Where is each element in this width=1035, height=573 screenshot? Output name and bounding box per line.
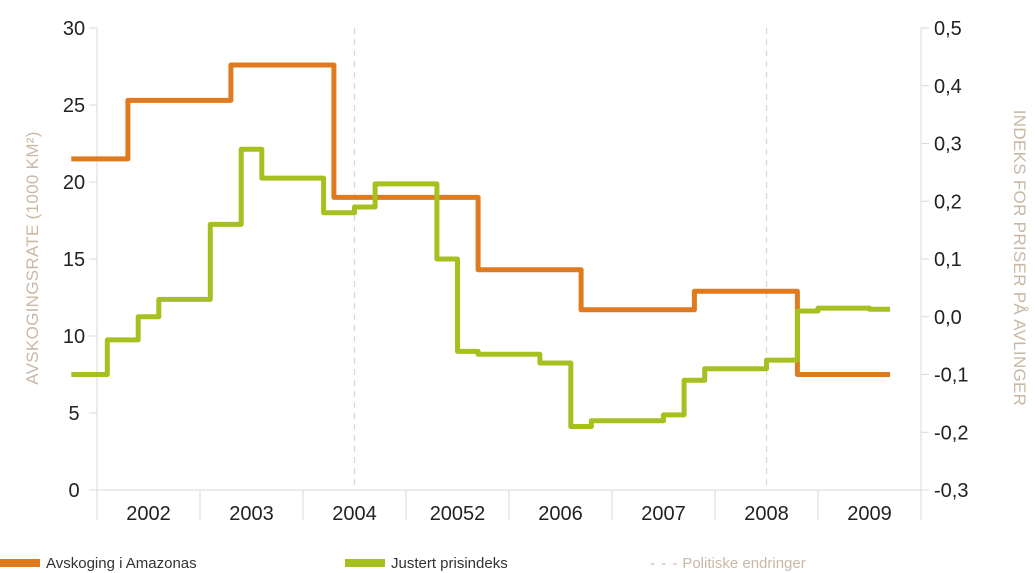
left-tick-label: 20 (63, 172, 85, 194)
x-tick-label: 2003 (229, 503, 274, 525)
left-tick-label: 5 (68, 403, 79, 425)
legend-label-price-index: Justert prisindeks (391, 554, 508, 572)
legend-label-deforestation: Avskoging i Amazonas (46, 554, 197, 572)
line-chart: 0 5 10 15 20 25 30 -0,3 -0,2 -0,1 0,0 0,1 0,2 0,3 0,4 0… (23, 18, 1029, 525)
x-tick-label: 2002 (126, 503, 171, 525)
x-tick-label: 2008 (744, 503, 789, 525)
right-tick-label: 0,0 (934, 307, 962, 329)
grid-layer (89, 27, 929, 491)
left-axis-title: AVSKOGINGSRATE (1000 KM²) (23, 131, 42, 384)
right-tick-label: 0,2 (934, 191, 962, 213)
axes-layer (96, 28, 922, 520)
right-tick-label: -0,1 (934, 365, 968, 387)
right-tick-label: 0,3 (934, 134, 962, 156)
right-tick-label: 0,4 (934, 76, 962, 98)
legend-swatch-price-index (345, 559, 385, 567)
x-tick-label: 2006 (538, 503, 583, 525)
x-tick-label: 2009 (847, 503, 892, 525)
deforestation-series-line (71, 62, 891, 377)
price-index-series-line (71, 146, 891, 429)
legend-item-policy: - - - Politiske endringer (650, 553, 806, 573)
legend-swatch-deforestation (0, 559, 40, 567)
legend-item-price-index: Justert prisindeks (345, 553, 508, 573)
right-tick-label: -0,2 (934, 422, 968, 444)
x-tick-label: 2007 (641, 503, 686, 525)
legend: Avskoging i Amazonas Justert prisindeks … (0, 553, 1035, 573)
left-tick-label: 10 (63, 326, 85, 348)
left-tick-label: 0 (68, 480, 79, 502)
left-tick-label: 30 (63, 18, 85, 40)
left-tick-label: 15 (63, 249, 85, 271)
legend-dash-icon: - - - (650, 554, 679, 572)
series-layer (71, 62, 891, 429)
right-tick-label: 0,1 (934, 249, 962, 271)
legend-label-policy: Politiske endringer (682, 554, 806, 572)
left-tick-label: 25 (63, 95, 85, 117)
legend-item-deforestation: Avskoging i Amazonas (0, 553, 197, 573)
labels-layer: 0 5 10 15 20 25 30 -0,3 -0,2 -0,1 0,0 0,1 0,2 0,3 0,4 0… (63, 18, 969, 525)
x-tick-label: 2004 (332, 503, 377, 525)
right-axis-title: INDEKS FOR PRISER PÅ AVLINGER (1010, 110, 1029, 407)
right-tick-label: -0,3 (934, 480, 968, 502)
right-tick-label: 0,5 (934, 18, 962, 40)
policy-change-markers (353, 28, 768, 490)
x-tick-label: 20052 (430, 503, 486, 525)
